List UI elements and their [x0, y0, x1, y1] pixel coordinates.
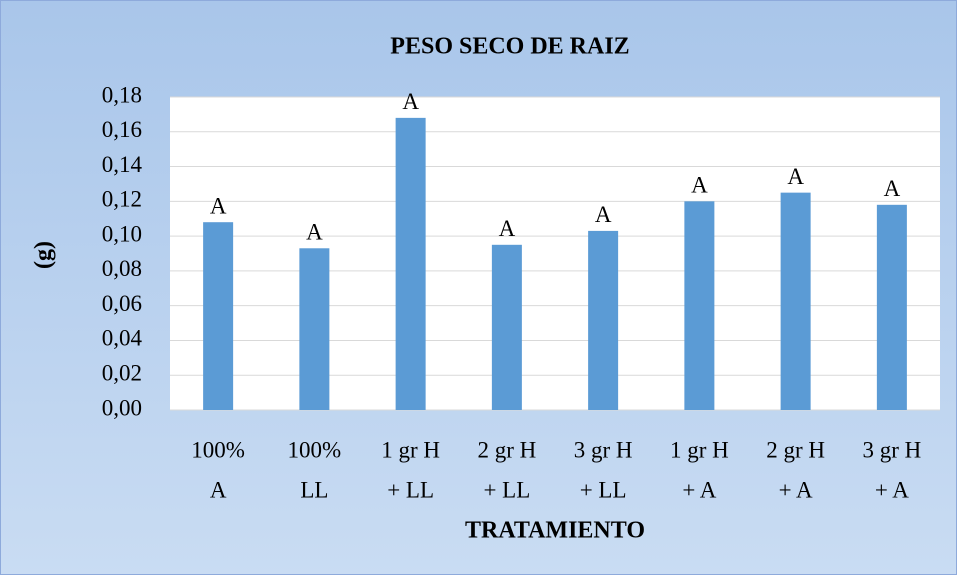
- x-tick-label: 3 gr H: [862, 437, 921, 462]
- y-tick-label: 0,14: [102, 152, 143, 177]
- x-tick-label: 2 gr H: [477, 437, 536, 462]
- bar: [299, 248, 330, 410]
- x-tick-label: + LL: [483, 477, 530, 502]
- x-tick-label: LL: [300, 477, 328, 502]
- x-tick-label: 100%: [191, 437, 245, 462]
- bar: [395, 117, 426, 410]
- bar: [491, 244, 522, 410]
- bar: [203, 222, 234, 410]
- x-tick-label: + LL: [580, 477, 627, 502]
- x-axis-label: TRATAMIENTO: [465, 518, 645, 544]
- x-tick-label: + LL: [387, 477, 434, 502]
- y-tick-label: 0,04: [102, 326, 143, 351]
- x-tick-label: + A: [682, 477, 716, 502]
- chart-title: PESO SECO DE RAIZ: [390, 34, 629, 60]
- x-tick-label: 100%: [288, 437, 342, 462]
- y-tick-label: 0,02: [102, 361, 142, 386]
- bar: [684, 201, 715, 410]
- x-tick-label: 1 gr H: [670, 437, 729, 462]
- y-tick-label: 0,06: [102, 291, 142, 316]
- y-tick-label: 0,08: [102, 256, 142, 281]
- y-tick-label: 0,12: [102, 187, 142, 212]
- y-tick-label: 0,16: [102, 117, 142, 142]
- bar: [876, 204, 907, 410]
- bar: [588, 230, 619, 410]
- bar-annotation: A: [595, 202, 612, 227]
- bar-annotation: A: [402, 89, 419, 114]
- y-axis-label: (g): [31, 241, 57, 269]
- y-tick-label: 0,00: [102, 395, 142, 420]
- bar-annotation: A: [787, 164, 804, 189]
- bar-annotation: A: [884, 176, 901, 201]
- x-tick-label: + A: [875, 477, 909, 502]
- y-tick-label: 0,18: [102, 82, 142, 107]
- y-tick-label: 0,10: [102, 221, 142, 246]
- bar-annotation: A: [499, 216, 516, 241]
- bar: [780, 192, 811, 410]
- x-tick-label: 2 gr H: [766, 437, 825, 462]
- x-tick-label: + A: [779, 477, 813, 502]
- x-tick-label: 1 gr H: [381, 437, 440, 462]
- bar-annotation: A: [210, 193, 227, 218]
- plot-area: [170, 97, 940, 410]
- bar-annotation: A: [306, 220, 323, 245]
- bar-annotation: A: [691, 173, 708, 198]
- x-tick-label: 3 gr H: [574, 437, 633, 462]
- x-tick-label: A: [210, 477, 227, 502]
